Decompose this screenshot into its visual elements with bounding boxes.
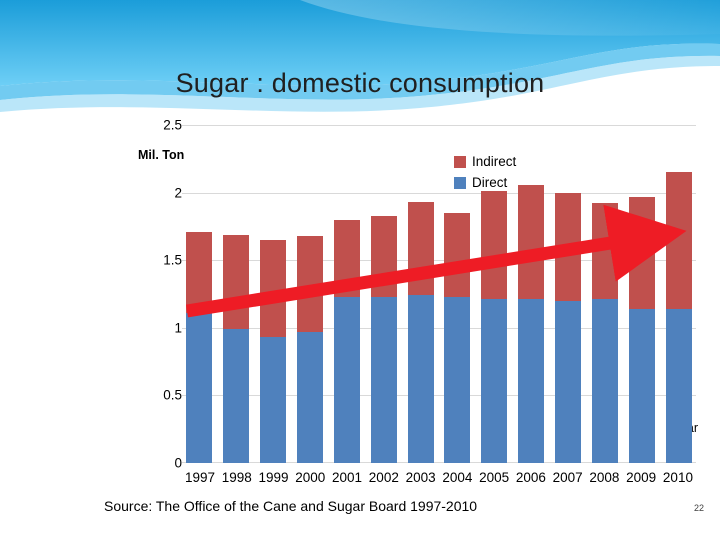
bar-column <box>629 125 656 463</box>
bar-column <box>592 125 619 463</box>
bar-segment-indirect <box>444 212 471 297</box>
bar-segment-indirect <box>555 192 582 301</box>
header-banner-decoration <box>0 0 720 120</box>
bar-segment-indirect <box>629 196 656 309</box>
gridline <box>182 192 696 194</box>
y-axis-ticks: 2.5 2 1.5 1 0.5 0 <box>130 118 182 471</box>
bar-segment-indirect <box>592 203 619 300</box>
bar-column <box>518 125 545 463</box>
bar-segment-direct <box>555 300 582 463</box>
legend-item-direct: Direct <box>454 172 516 193</box>
bar-column <box>296 125 323 463</box>
bar-column <box>333 125 360 463</box>
bar-segment-indirect <box>370 215 397 297</box>
bar-segment-indirect <box>222 234 249 330</box>
bar-column <box>186 125 212 463</box>
bar-column <box>665 125 692 463</box>
bar-segment-direct <box>186 312 212 463</box>
bar-segment-direct <box>333 296 360 463</box>
x-tick: 1999 <box>258 470 289 485</box>
x-tick: 2010 <box>662 470 693 485</box>
bar-segment-direct <box>296 331 323 463</box>
bar-segment-indirect <box>518 184 545 300</box>
gridline <box>182 327 696 329</box>
x-tick: 2003 <box>405 470 436 485</box>
chart-legend: Indirect Direct <box>454 151 516 193</box>
legend-swatch-direct-icon <box>454 176 466 189</box>
bar-segment-indirect <box>665 172 692 309</box>
bar-segment-direct <box>407 295 434 463</box>
bar-segment-direct <box>259 337 286 463</box>
y-tick: 0.5 <box>163 387 182 403</box>
x-tick: 2005 <box>479 470 510 485</box>
x-tick: 2004 <box>442 470 473 485</box>
y-tick: 0 <box>174 455 182 471</box>
x-tick: 2008 <box>589 470 620 485</box>
gridline <box>182 125 696 126</box>
bar-segment-direct <box>370 296 397 463</box>
bar-column <box>259 125 286 463</box>
plot-area: Indirect Direct <box>182 125 696 463</box>
y-axis-title: Mil. Ton <box>138 148 185 162</box>
bar-series-group <box>182 125 696 463</box>
legend-label-indirect: Indirect <box>472 154 517 169</box>
y-tick: 1.5 <box>163 252 182 268</box>
x-axis-line <box>182 462 696 463</box>
bar-segment-indirect <box>259 239 286 338</box>
source-note: Source: The Office of the Cane and Sugar… <box>104 498 478 514</box>
bar-segment-direct <box>592 299 619 463</box>
bar-column <box>407 125 434 463</box>
x-tick: 2006 <box>515 470 546 485</box>
x-tick: 2009 <box>626 470 657 485</box>
bar-column <box>555 125 582 463</box>
legend-label-direct: Direct <box>472 175 508 190</box>
y-tick: 2 <box>174 185 182 201</box>
bar-segment-indirect <box>481 191 508 300</box>
bar-segment-indirect <box>296 235 323 332</box>
y-tick: 2.5 <box>163 117 182 133</box>
x-tick: 1998 <box>221 470 252 485</box>
bar-segment-indirect <box>333 219 360 297</box>
page-title: Sugar : domestic consumption <box>175 68 545 98</box>
bar-segment-direct <box>222 329 249 463</box>
legend-swatch-indirect-icon <box>454 155 466 168</box>
legend-item-indirect: Indirect <box>454 151 516 172</box>
chart: Mil. Ton Year 2.5 2 1.5 1 0.5 0 <box>0 115 720 486</box>
x-tick: 2002 <box>368 470 399 485</box>
x-tick: 2000 <box>295 470 326 485</box>
x-tick: 1997 <box>184 470 216 485</box>
page-number: 22 <box>693 503 704 513</box>
bar-segment-direct <box>518 299 545 463</box>
x-axis-ticks: 1997 1998 1999 2000 2001 2002 2003 2004 2005 2006… <box>182 470 696 485</box>
bar-segment-direct <box>629 308 656 463</box>
bar-segment-indirect <box>407 202 434 296</box>
x-tick: 2007 <box>552 470 583 485</box>
bar-segment-direct <box>481 299 508 463</box>
bar-segment-direct <box>665 308 692 463</box>
x-tick: 2001 <box>332 470 363 485</box>
bar-column <box>222 125 249 463</box>
y-tick: 1 <box>174 320 182 336</box>
bar-segment-indirect <box>186 231 212 313</box>
bar-column <box>370 125 397 463</box>
gridline <box>182 395 696 397</box>
bar-segment-direct <box>444 296 471 463</box>
